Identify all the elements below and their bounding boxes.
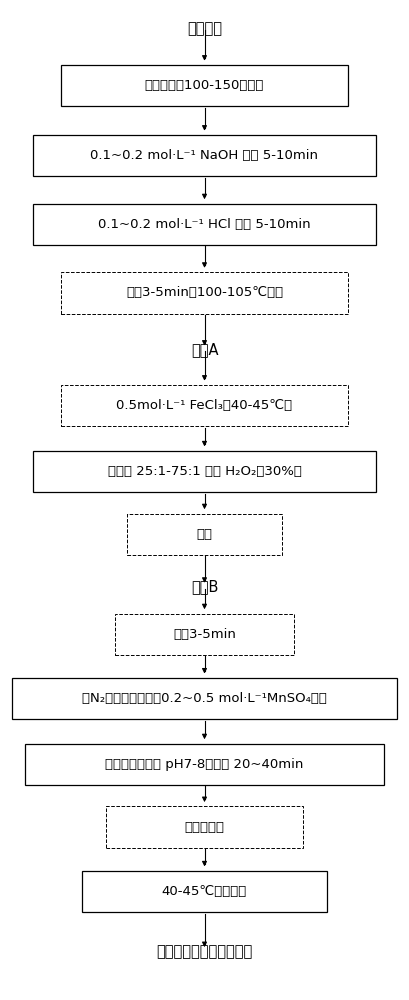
Text: （N₂保护氛、搅拌）0.2~0.5 mol·L⁻¹MnSO₄溶液: （N₂保护氛、搅拌）0.2~0.5 mol·L⁻¹MnSO₄溶液 — [82, 692, 327, 705]
Text: 过滤、洗净: 过滤、洗净 — [184, 821, 225, 834]
Text: 铁锄氧化物复合改性永石: 铁锄氧化物复合改性永石 — [156, 944, 253, 959]
Bar — [82, 871, 327, 912]
Text: 机械粉碎、100-150目筛分: 机械粉碎、100-150目筛分 — [145, 79, 264, 92]
Text: 过滤: 过滤 — [196, 528, 213, 541]
Bar — [61, 385, 348, 426]
Text: 0.1~0.2 mol·L⁻¹ NaOH 浸泡 5-10min: 0.1~0.2 mol·L⁻¹ NaOH 浸泡 5-10min — [90, 149, 319, 162]
Bar — [33, 204, 376, 245]
Text: 冲洀3-5min、100-105℃烘干: 冲洀3-5min、100-105℃烘干 — [126, 286, 283, 299]
Bar — [12, 678, 397, 719]
Bar — [61, 272, 348, 314]
Bar — [33, 451, 376, 492]
Text: 0.1~0.2 mol·L⁻¹ HCl 浸泡 5-10min: 0.1~0.2 mol·L⁻¹ HCl 浸泡 5-10min — [98, 218, 311, 231]
Text: 体积比 25:1-75:1 加入 H₂O₂（30%）: 体积比 25:1-75:1 加入 H₂O₂（30%） — [108, 465, 301, 478]
Text: 天然永石: 天然永石 — [187, 21, 222, 36]
Text: 40-45℃低温烘干: 40-45℃低温烘干 — [162, 885, 247, 898]
Text: 冲洀3-5min: 冲洀3-5min — [173, 628, 236, 641]
Text: 0.5mol·L⁻¹ FeCl₃（40-45℃）: 0.5mol·L⁻¹ FeCl₃（40-45℃） — [117, 399, 292, 412]
Bar — [115, 614, 294, 655]
Bar — [61, 65, 348, 106]
Bar — [106, 806, 303, 848]
Bar — [127, 514, 282, 555]
Text: 永石A: 永石A — [191, 342, 218, 357]
Bar — [33, 135, 376, 176]
Bar — [25, 744, 384, 785]
Text: 滴加饱和氨水至 pH7-8，反应 20~40min: 滴加饱和氨水至 pH7-8，反应 20~40min — [105, 758, 304, 771]
Text: 永石B: 永石B — [191, 580, 218, 595]
